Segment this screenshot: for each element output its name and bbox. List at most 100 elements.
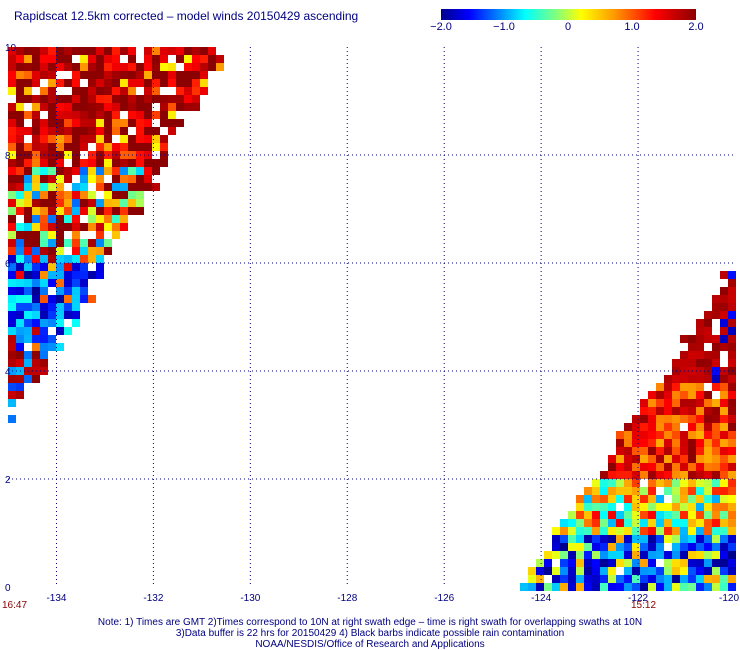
wind-cell [16,111,24,119]
wind-cell [584,527,592,535]
wind-cell [720,535,728,543]
wind-cell [88,71,96,79]
wind-cell [64,255,72,263]
wind-cell [640,543,648,551]
wind-cell [24,287,32,295]
wind-cell [8,335,16,343]
wind-cell [80,191,88,199]
wind-cell [528,583,536,591]
wind-cell [64,191,72,199]
wind-cell [688,375,696,383]
wind-cell [104,239,112,247]
wind-cell [688,527,696,535]
wind-cell [728,407,736,415]
wind-cell [24,199,32,207]
wind-cell [32,183,40,191]
wind-cell [136,167,144,175]
wind-cell [704,455,712,463]
wind-cell [608,535,616,543]
wind-cell [680,535,688,543]
wind-cell [64,79,72,87]
wind-cell [120,119,128,127]
wind-cell [632,575,640,583]
wind-cell [72,135,80,143]
wind-cell [728,583,736,591]
colorbar-label: −2.0 [430,21,452,33]
wind-cell [24,295,32,303]
x-tick-label: -122 [628,593,648,604]
wind-cell [88,271,96,279]
wind-cell [192,95,200,103]
wind-cell [8,191,16,199]
wind-cell [600,575,608,583]
wind-cell [8,279,16,287]
wind-cell [664,567,672,575]
wind-cell [632,479,640,487]
wind-cell [672,487,680,495]
wind-cell [96,167,104,175]
wind-cell [584,551,592,559]
wind-cell [128,135,136,143]
wind-cell [672,359,680,367]
wind-cell [616,479,624,487]
wind-cell [72,191,80,199]
wind-cell [96,271,104,279]
wind-cell [712,375,720,383]
wind-cell [48,207,56,215]
wind-cell [16,119,24,127]
wind-cell [120,135,128,143]
wind-cell [568,559,576,567]
wind-cell [32,55,40,63]
wind-cell [40,319,48,327]
wind-cell [56,295,64,303]
wind-cell [664,503,672,511]
wind-cell [624,487,632,495]
wind-cell [680,583,688,591]
wind-cell [56,239,64,247]
wind-cell [72,287,80,295]
wind-cell [32,319,40,327]
wind-cell [80,71,88,79]
wind-cell [176,79,184,87]
wind-cell [88,103,96,111]
wind-cell [712,415,720,423]
wind-cell [192,63,200,71]
wind-cell [576,575,584,583]
wind-cell [592,575,600,583]
wind-cell [144,159,152,167]
wind-cell [728,455,736,463]
wind-cell [128,103,136,111]
wind-cell [712,311,720,319]
wind-cell [656,407,664,415]
wind-cell [696,495,704,503]
wind-cell [88,247,96,255]
wind-cell [8,399,16,407]
wind-cell [128,143,136,151]
wind-cell [696,359,704,367]
wind-cell [32,335,40,343]
wind-cell [128,199,136,207]
wind-cell [728,287,736,295]
wind-cell [672,495,680,503]
wind-cell [720,503,728,511]
wind-cell [696,511,704,519]
wind-cell [664,391,672,399]
wind-cell [40,119,48,127]
wind-cell [8,415,16,423]
wind-cell [720,471,728,479]
wind-cell [712,535,720,543]
wind-cell [600,511,608,519]
wind-cell [616,463,624,471]
wind-cell [656,495,664,503]
wind-cell [616,471,624,479]
wind-cell [528,567,536,575]
wind-cell [672,535,680,543]
wind-cell [728,575,736,583]
wind-cell [56,143,64,151]
wind-cell [8,63,16,71]
wind-cell [704,551,712,559]
wind-cell [720,519,728,527]
wind-cell [720,431,728,439]
wind-cell [80,263,88,271]
wind-cell [544,583,552,591]
